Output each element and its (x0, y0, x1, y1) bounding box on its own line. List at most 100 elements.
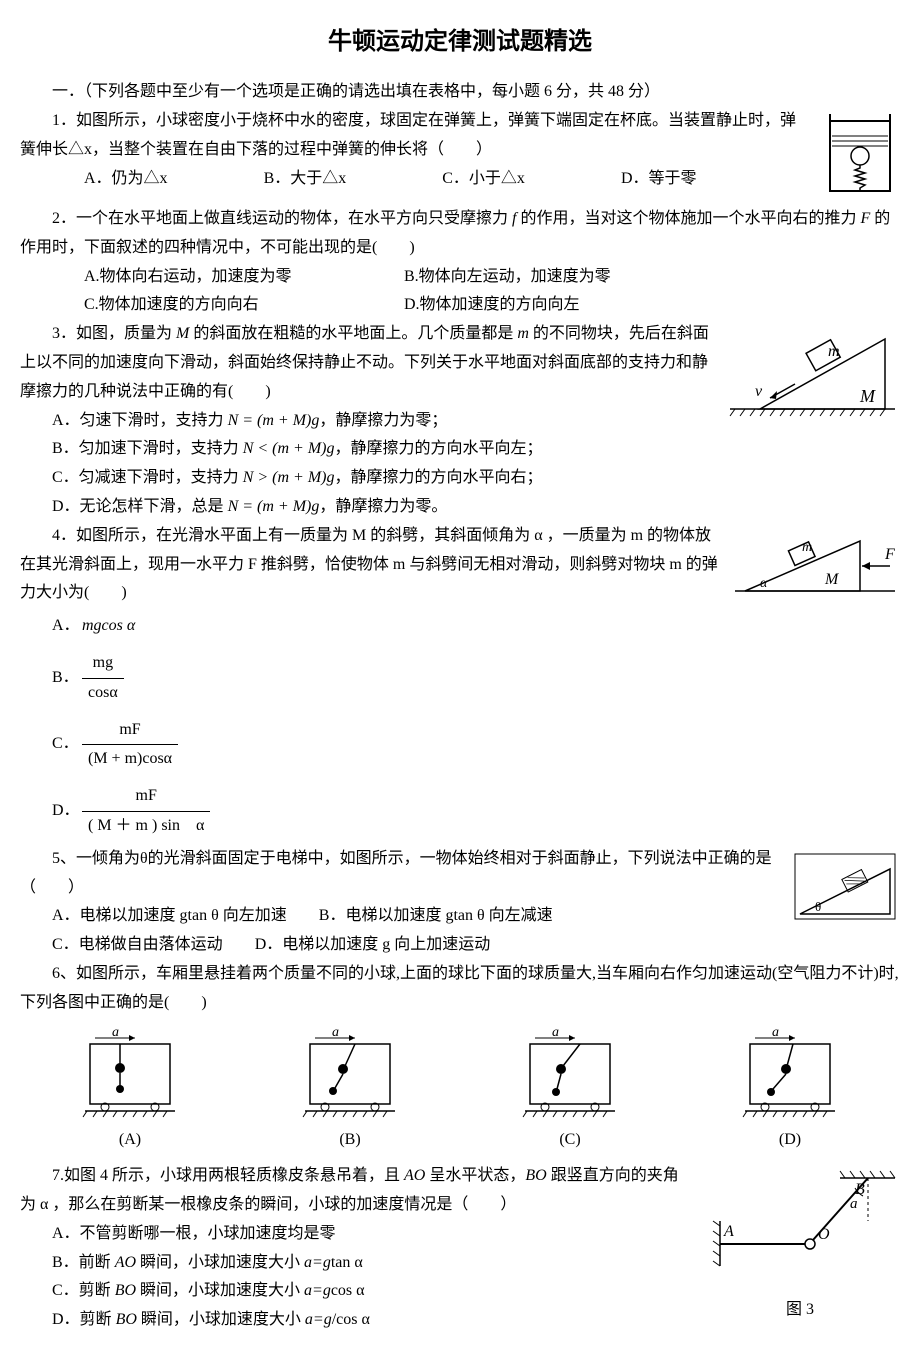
q3-a-pre: A．匀速下滑时，支持力 (52, 412, 228, 429)
question-6: 6、如图所示，车厢里悬挂着两个质量不同的小球,上面的球比下面的球质量大,当车厢向… (20, 960, 900, 1154)
q7-d-bo: BO (116, 1311, 137, 1328)
q7-c-pre: C．剪断 (52, 1282, 115, 1299)
q7-d-trig: /cos α (332, 1311, 370, 1328)
q6-figures: a (A) a (B) (20, 1026, 900, 1155)
q4-a-expr: mgcos α (82, 612, 135, 641)
svg-text:a: a (112, 1026, 119, 1040)
q5-option-d: D．电梯以加速度 g 向上加速运动 (255, 936, 491, 953)
q6-fig-d: a (D) (735, 1026, 845, 1155)
q5-options-line2: C．电梯做自由落体运动 D．电梯以加速度 g 向上加速运动 (20, 931, 900, 960)
q2-stem-b: 的作用，当对这个物体施加一个水平向右的推力 (516, 210, 860, 227)
q7-c-trig: cos α (331, 1282, 365, 1299)
q7-b-post: 瞬间，小球加速度大小 (136, 1254, 304, 1271)
q7-b-trig: tan α (331, 1254, 363, 1271)
q4-options: A．mgcos α B．mgcosα C．mF(M + m)cosα D．mF(… (20, 608, 720, 845)
q2-stem-a: 2．一个在水平地面上做直线运动的物体，在水平方向只受摩擦力 (52, 210, 512, 227)
svg-text:a: a (772, 1026, 779, 1040)
q7-d-pre: D．剪断 (52, 1311, 116, 1328)
q3-d-post: ，静摩擦力为零。 (319, 498, 447, 515)
q3-b-formula: N < (m + M)g (243, 440, 335, 457)
q1-option-d: D．等于零 (589, 165, 697, 194)
q7-c-expr: a=g (304, 1282, 331, 1299)
question-1: 1．如图所示，小球密度小于烧杯中水的密度，球固定在弹簧上，弹簧下端固定在杯底。当… (20, 107, 900, 193)
q6-label-c: (C) (515, 1126, 625, 1155)
q4-c-den: (M + m)cosα (82, 745, 178, 774)
q1-options: A．仍为△x B．大于△x C．小于△x D．等于零 (20, 165, 900, 194)
q3-c-formula: N > (m + M)g (243, 469, 335, 486)
question-2: 2．一个在水平地面上做直线运动的物体，在水平方向只受摩擦力 f 的作用，当对这个… (20, 205, 900, 320)
svg-text:M: M (824, 571, 840, 588)
q3-b-post: ，静摩擦力的方向水平向左； (335, 440, 543, 457)
svg-text:α: α (760, 576, 768, 591)
q7-bo: BO (525, 1167, 546, 1184)
q3-M: M (176, 325, 189, 342)
q3-option-c: C．匀减速下滑时，支持力 N > (m + M)g，静摩擦力的方向水平向右； (20, 464, 900, 493)
q7-c-bo: BO (115, 1282, 136, 1299)
q4-b-num: mg (82, 649, 124, 679)
q3-d-pre: D．无论怎样下滑，总是 (52, 498, 228, 515)
q4-c-label: C． (52, 730, 82, 759)
page-title: 牛顿运动定律测试题精选 (20, 20, 900, 63)
q5-option-b: B．电梯以加速度 gtan θ 向左减速 (319, 907, 553, 924)
q4-c-num: mF (82, 716, 178, 746)
svg-text:θ: θ (815, 899, 821, 914)
q2-option-c: C.物体加速度的方向向右 (52, 291, 372, 320)
q4-b-label: B． (52, 664, 82, 693)
q7-ao: AO (404, 1167, 425, 1184)
svg-text:m: m (802, 540, 812, 555)
q3-stem-a: 3．如图，质量为 (52, 325, 176, 342)
q4-b-den: cosα (82, 679, 124, 708)
q6-fig-c: a (C) (515, 1026, 625, 1155)
question-7: B A O a 图 3 7.如图 4 所示，小球用两根轻质橡皮条悬吊着，且 AO… (20, 1162, 900, 1335)
q7-figure: B A O a 图 3 (700, 1166, 900, 1325)
q4-d-den: ( M ＋ m ) sin α (82, 812, 210, 841)
q1-option-c: C．小于△x (410, 165, 525, 194)
q5-option-c: C．电梯做自由落体运动 (52, 936, 223, 953)
q2-option-d: D.物体加速度的方向向左 (372, 291, 692, 320)
section-header: 一．（下列各题中至少有一个选项是正确的请选出填在表格中，每小题 6 分，共 48… (20, 78, 900, 107)
q3-m: m (517, 325, 529, 342)
q6-label-d: (D) (735, 1126, 845, 1155)
q7-b-expr: a=g (304, 1254, 331, 1271)
q6-fig-b: a (B) (295, 1026, 405, 1155)
svg-text:a: a (552, 1026, 559, 1040)
q4-d-num: mF (82, 782, 210, 812)
q1-figure (820, 111, 900, 201)
q2-option-a: A.物体向右运动，加速度为零 (52, 263, 372, 292)
q3-figure: m M v (720, 324, 900, 424)
q6-label-b: (B) (295, 1126, 405, 1155)
q4-option-c: C．mF(M + m)cosα (20, 716, 372, 775)
q5-options-line1: A．电梯以加速度 gtan θ 向左加速 B．电梯以加速度 gtan θ 向左减… (20, 902, 900, 931)
q7-figure-label: 图 3 (700, 1296, 900, 1325)
q4-figure: m M α F (730, 526, 900, 606)
svg-text:F: F (884, 546, 895, 563)
q7-d-post: 瞬间，小球加速度大小 (137, 1311, 305, 1328)
q3-option-d: D．无论怎样下滑，总是 N = (m + M)g，静摩擦力为零。 (20, 493, 900, 522)
q7-c-post: 瞬间，小球加速度大小 (136, 1282, 304, 1299)
q2-stem: 2．一个在水平地面上做直线运动的物体，在水平方向只受摩擦力 f 的作用，当对这个… (20, 205, 900, 263)
q2-options: A.物体向右运动，加速度为零B.物体向左运动，加速度为零 C.物体加速度的方向向… (20, 263, 900, 321)
q4-option-a: A．mgcos α (20, 612, 372, 641)
q3-c-pre: C．匀减速下滑时，支持力 (52, 469, 243, 486)
q4-d-label: D． (52, 797, 82, 826)
svg-text:A: A (723, 1223, 734, 1240)
q7-stem-b: 呈水平状态， (425, 1167, 525, 1184)
q3-option-b: B．匀加速下滑时，支持力 N < (m + M)g，静摩擦力的方向水平向左； (20, 435, 900, 464)
q1-option-a: A．仍为△x (52, 165, 168, 194)
q3-d-formula: N = (m + M)g (228, 498, 320, 515)
q5-option-a: A．电梯以加速度 gtan θ 向左加速 (52, 907, 287, 924)
q7-b-ao: AO (115, 1254, 136, 1271)
question-5: θ 5、一倾角为θ的光滑斜面固定于电梯中，如图所示，一物体始终相对于斜面静止，下… (20, 845, 900, 960)
q4-a-label: A． (52, 612, 82, 641)
svg-text:M: M (859, 386, 876, 406)
q7-b-pre: B．前断 (52, 1254, 115, 1271)
svg-text:a: a (850, 1196, 858, 1212)
q4-option-b: B．mgcosα (20, 649, 372, 708)
svg-text:m: m (828, 343, 840, 360)
q3-a-post: ，静摩擦力为零； (319, 412, 447, 429)
question-3: m M v 3．如图，质量为 M 的斜面放在粗糙的水平地面上。几个质量都是 m … (20, 320, 900, 522)
q5-figure: θ (790, 849, 900, 929)
q1-stem: 1．如图所示，小球密度小于烧杯中水的密度，球固定在弹簧上，弹簧下端固定在杯底。当… (20, 107, 900, 165)
question-4: m M α F 4．如图所示，在光滑水平面上有一质量为 M 的斜劈，其斜面倾角为… (20, 522, 900, 845)
svg-text:a: a (332, 1026, 339, 1040)
